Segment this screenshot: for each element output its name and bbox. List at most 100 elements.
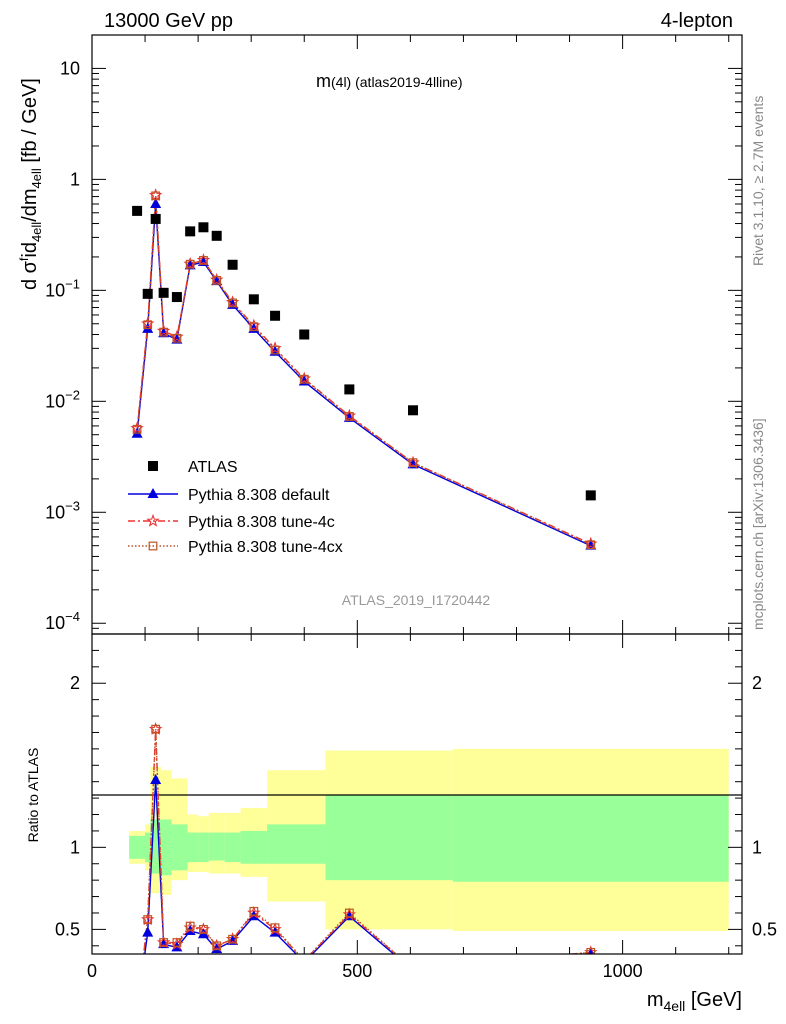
stat-uncertainty-band — [145, 832, 151, 863]
x-tick-label: 1000 — [603, 961, 643, 981]
ratio-series-point-2 — [586, 947, 596, 954]
ratio-series-point-2 — [344, 908, 354, 918]
stat-uncertainty-band — [171, 824, 188, 871]
main-series-point-3 — [199, 256, 208, 265]
ratio-series-point-2 — [212, 941, 222, 951]
y-tick-label: 10−4 — [45, 609, 80, 633]
ratio-series-point-2 — [228, 934, 238, 944]
ratio-plot-ticks: 0.5 0.5 1 1 2 2 0 500 1000 — [55, 634, 777, 981]
ylabel-mid2: /dm — [19, 188, 41, 221]
y-tick-exp: −4 — [65, 609, 80, 624]
ratio-series-point-2 — [270, 923, 280, 933]
main-series-point-0 — [185, 226, 196, 237]
legend-label-0: ATLAS — [188, 459, 238, 476]
ratio-uncertainty-bands — [129, 748, 729, 932]
ratio-y-tick-label-right: 1 — [752, 837, 762, 857]
legend-label-1: Pythia 8.308 default — [188, 487, 330, 504]
main-series-point-0 — [344, 384, 355, 395]
main-series-point-3 — [185, 259, 195, 269]
ylabel-sub1: 4ell — [29, 222, 44, 242]
ratio-series-point-0 — [587, 948, 595, 954]
y-tick-exp: −1 — [65, 276, 80, 291]
y-tick-base: 10 — [45, 613, 65, 633]
stat-uncertainty-band — [325, 794, 453, 881]
mcplots-label: mcplots.cern.ch [arXiv:1306.3436] — [750, 418, 766, 630]
ratio-series-point-2 — [185, 921, 195, 931]
main-series-point-0 — [408, 405, 419, 416]
main-series-point-0 — [158, 287, 169, 298]
ratio-series-point-0 — [408, 964, 419, 974]
x-tick-label: 0 — [87, 961, 97, 981]
ratio-series-point-2 — [172, 938, 182, 947]
ratio-series-point-1 — [304, 953, 305, 954]
ratio-series-point-0 — [299, 956, 310, 966]
plot-title: m(4l) (atlas2019-4lline) — [316, 71, 463, 91]
main-series-point-0 — [198, 222, 209, 233]
ratio-series-point-2 — [249, 906, 259, 916]
y-tick-base: 10 — [45, 391, 65, 411]
ylabel-sup: f — [17, 257, 31, 261]
ratio-series-point-1 — [132, 1004, 142, 1014]
ratio-y-tick-label: 0.5 — [55, 919, 80, 939]
main-series-point-3 — [143, 320, 153, 330]
ratio-series-point-0 — [132, 1004, 143, 1014]
main-series-point-3 — [344, 412, 354, 421]
y-tick-exp: −3 — [65, 498, 80, 513]
main-series-point-3 — [586, 540, 596, 550]
main-series-point-3 — [228, 298, 238, 308]
main-series-point-0 — [171, 292, 182, 303]
stat-uncertainty-band — [240, 830, 268, 864]
ratio-series-point-2 — [159, 938, 169, 947]
analysis-tag: ATLAS_2019_I1720442 — [342, 592, 491, 608]
y-tick-label: 10 — [60, 58, 80, 78]
main-plot-markers — [130, 188, 598, 550]
y-tick-label: 10−2 — [45, 387, 80, 411]
main-series-point-0 — [132, 205, 143, 216]
main-series-point-3 — [299, 374, 309, 384]
legend-marker-2 — [146, 513, 160, 527]
y-tick-label: 10−3 — [45, 498, 80, 522]
x-tick-label: 500 — [342, 961, 372, 981]
ratio-plot-markers — [132, 722, 598, 1014]
stat-uncertainty-band — [129, 835, 146, 859]
ratio-y-tick-label: 1 — [70, 837, 80, 857]
ratio-y-tick-label: 2 — [70, 673, 80, 693]
main-series-point-0 — [248, 294, 259, 305]
ratio-y-axis-label: Ratio to ATLAS — [25, 748, 41, 843]
main-series-point-0 — [227, 259, 238, 270]
ratio-series-point-0 — [142, 926, 154, 937]
main-series-point-0 — [585, 490, 596, 501]
header-left: 13000 GeV pp — [104, 10, 233, 32]
ylabel-sub2: 4ell — [29, 168, 44, 188]
main-series-point-3 — [212, 275, 222, 285]
ratio-y-tick-label-right: 2 — [752, 673, 762, 693]
xlabel-main: m — [647, 989, 664, 1011]
header-right: 4-lepton — [661, 10, 733, 32]
x-axis-label: m4ell [GeV] — [647, 989, 742, 1014]
main-series-point-3 — [249, 322, 259, 332]
ratio-series-point-2 — [151, 724, 161, 734]
main-series-point-3 — [408, 458, 418, 468]
stat-uncertainty-band — [187, 832, 199, 863]
ratio-series-point-0 — [150, 774, 162, 785]
xlabel-sub: 4ell — [664, 998, 686, 1014]
main-series-point-3 — [132, 424, 142, 434]
main-series-point-3 — [172, 333, 182, 343]
main-series-point-1 — [150, 197, 162, 208]
legend-label-2: Pythia 8.308 tune-4c — [188, 514, 335, 531]
stat-uncertainty-band — [198, 832, 209, 863]
main-series-point-0 — [211, 230, 222, 241]
stat-uncertainty-band — [452, 794, 729, 882]
rivet-label: Rivet 3.1.10, ≥ 2.7M events — [750, 96, 766, 266]
xlabel-unit: [GeV] — [685, 989, 742, 1011]
y-tick-label: 1 — [70, 169, 80, 189]
stat-uncertainty-band — [267, 824, 326, 864]
main-series-point-3 — [270, 345, 280, 355]
legend-label-3: Pythia 8.308 tune-4cx — [188, 539, 343, 556]
ylabel-post: [fb / GeV] — [19, 78, 41, 168]
main-series-point-0 — [299, 329, 310, 340]
legend-marker-1 — [147, 488, 159, 498]
main-series-point-3 — [159, 327, 169, 337]
